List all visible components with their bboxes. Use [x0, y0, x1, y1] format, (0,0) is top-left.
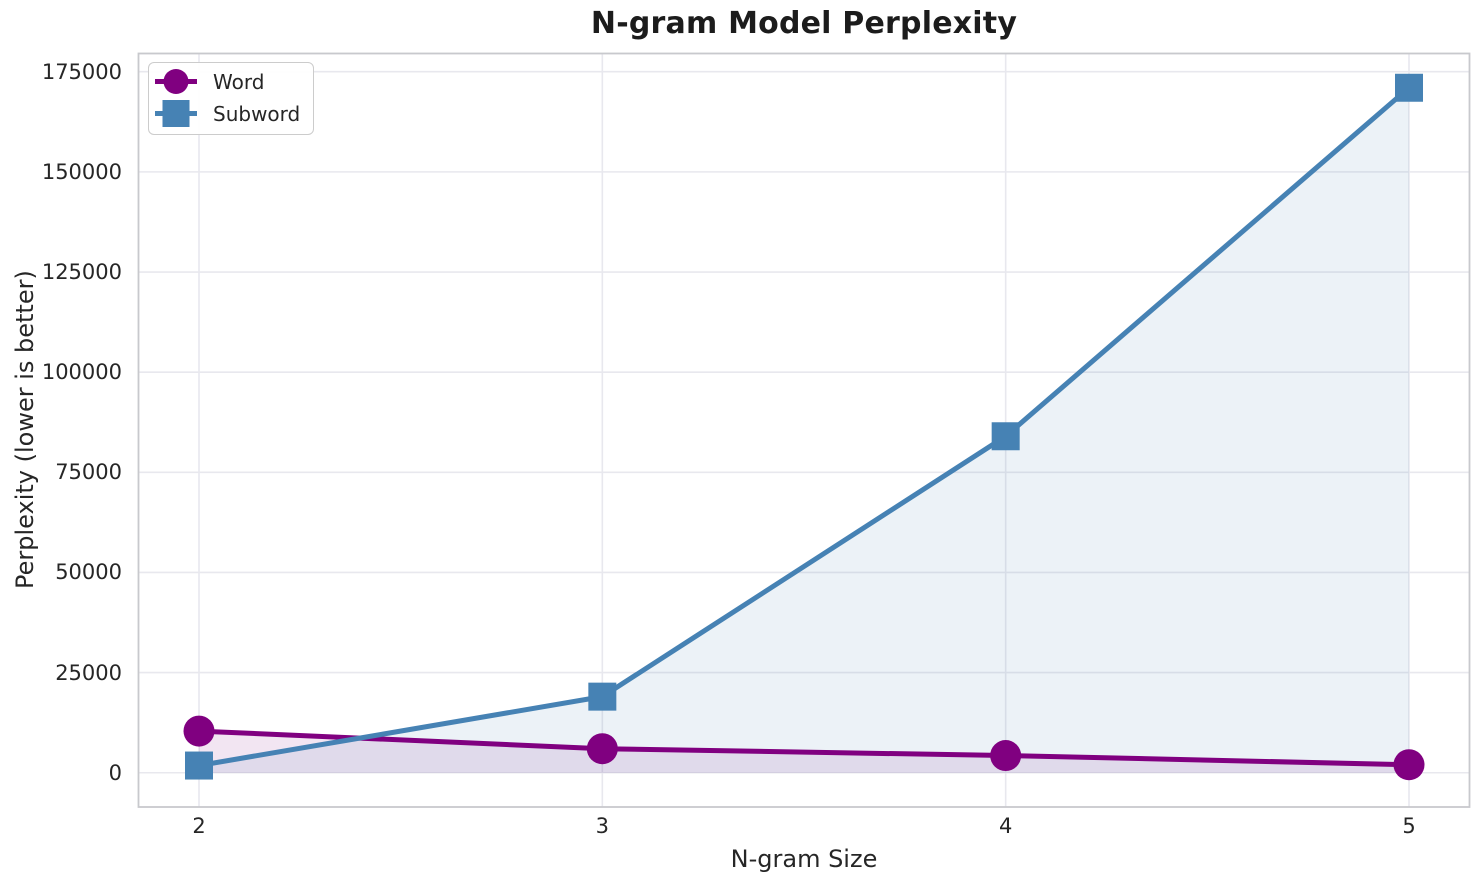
y-tick-label: 100000 — [41, 360, 122, 385]
word-point-marker — [586, 733, 618, 765]
legend-item-word: Word — [153, 66, 300, 97]
subword-point-marker — [1395, 73, 1423, 102]
subword-point-marker — [991, 422, 1020, 451]
y-tick-label: 0 — [108, 760, 122, 785]
x-tick-label: 4 — [998, 814, 1013, 838]
chart-title: N-gram Model Perplexity — [590, 6, 1018, 41]
x-axis-label: N-gram Size — [730, 845, 878, 873]
x-tick-label: 5 — [1402, 814, 1416, 838]
word-point-marker — [183, 715, 215, 747]
legend: Word Subword — [148, 62, 315, 135]
word-area — [199, 731, 1409, 773]
subword-line — [198, 85, 1411, 769]
x-tick-label: 3 — [595, 814, 610, 838]
subword-line-square-marker-icon — [155, 100, 197, 127]
y-tick-label: 125000 — [41, 260, 122, 285]
word-line — [198, 728, 1410, 768]
word-line-circle-marker-icon — [155, 69, 197, 94]
legend-label-subword: Subword — [213, 101, 301, 126]
axes-spines — [137, 52, 1471, 808]
legend-label-word: Word — [213, 69, 265, 94]
subword-point-marker — [185, 751, 213, 780]
y-tick-label: 50000 — [55, 560, 122, 585]
subword-area — [199, 87, 1409, 773]
x-tick-label: 2 — [192, 814, 206, 838]
word-point-marker — [1393, 749, 1425, 781]
y-tick-label: 75000 — [55, 460, 122, 485]
word-point-marker — [990, 740, 1022, 772]
subword-point-marker — [588, 682, 617, 711]
y-tick-label: 25000 — [55, 660, 122, 685]
y-tick-label: 175000 — [41, 59, 122, 84]
y-tick-label: 150000 — [41, 159, 122, 184]
legend-item-subword: Subword — [153, 98, 300, 129]
